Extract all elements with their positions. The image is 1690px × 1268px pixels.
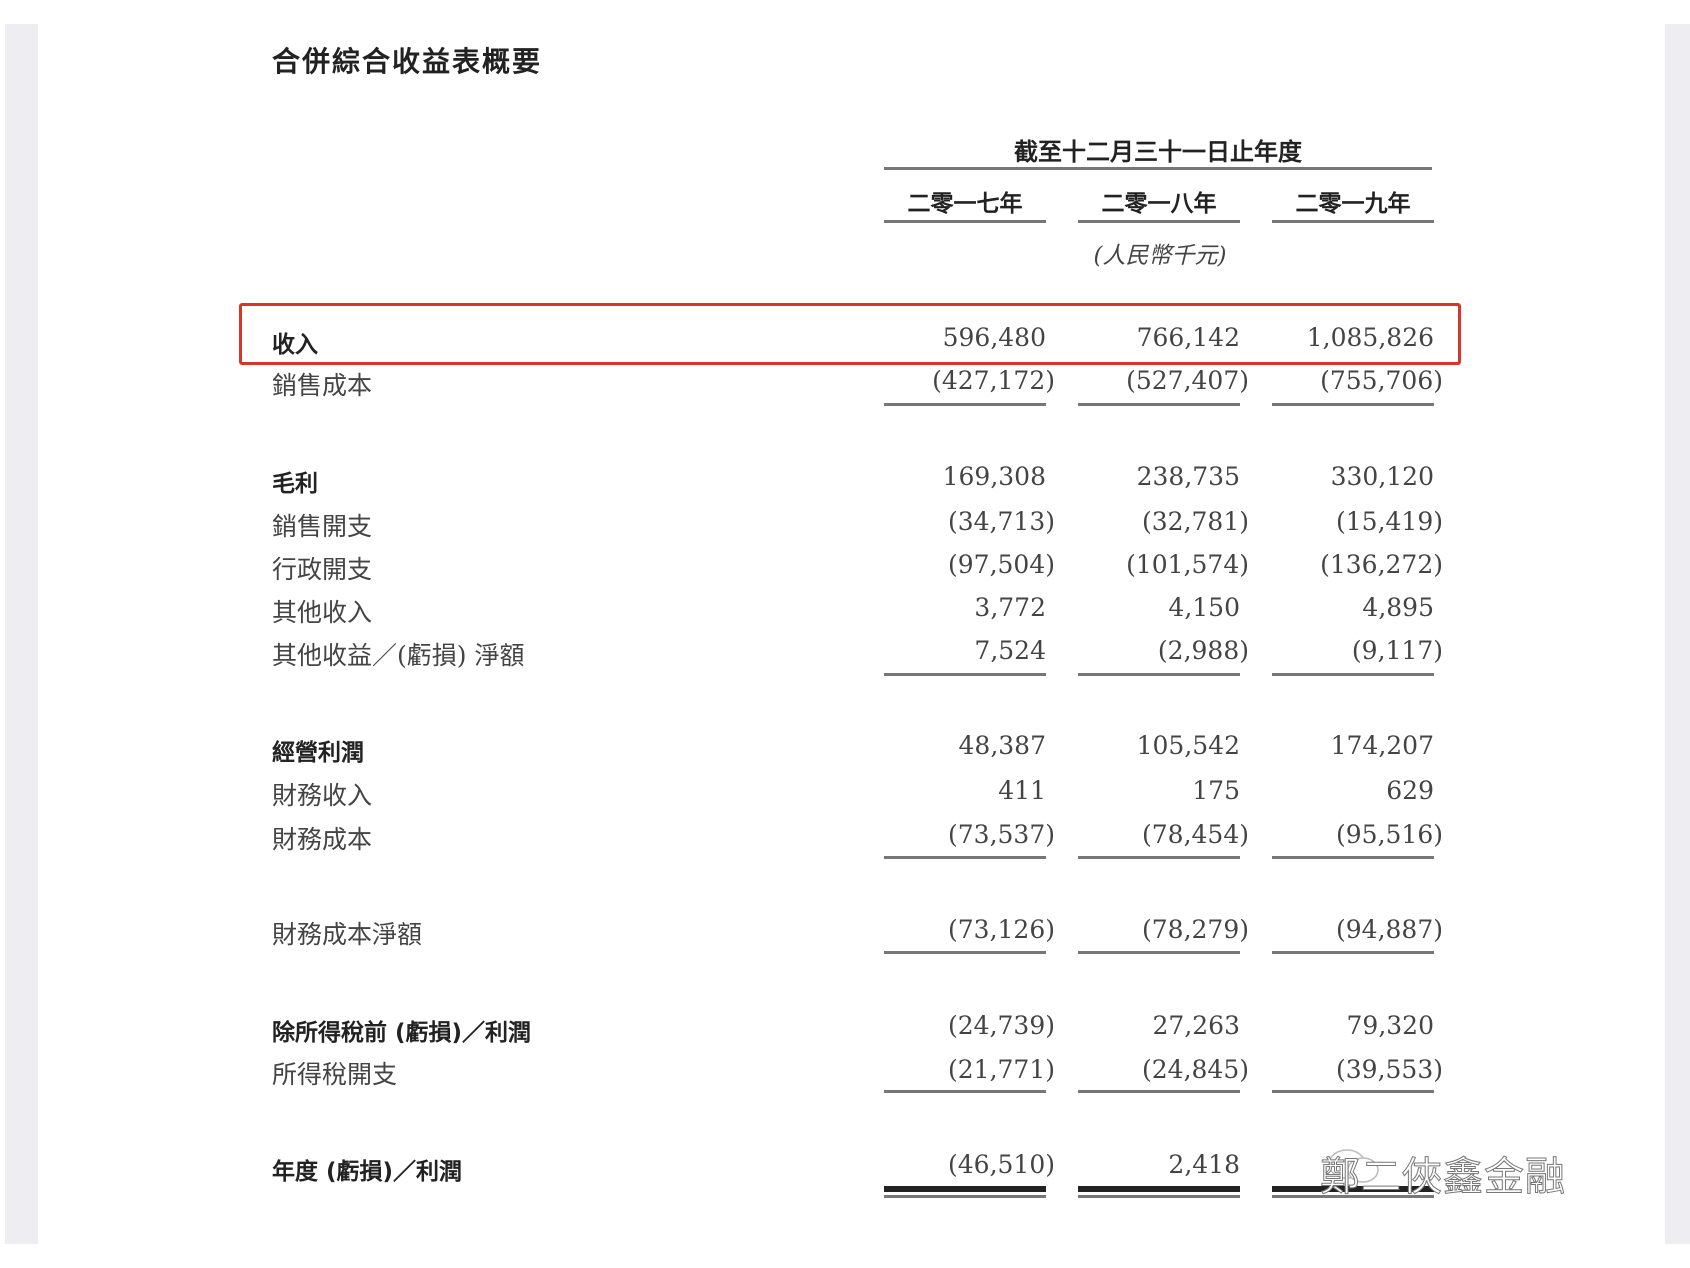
row-label: 銷售成本 bbox=[272, 371, 373, 400]
total-underline bbox=[1078, 856, 1240, 859]
total-underline bbox=[884, 403, 1046, 406]
total-underline bbox=[884, 673, 1046, 676]
row-value: 596,480 bbox=[942, 323, 1046, 352]
row-value: 4,150 bbox=[1168, 593, 1240, 622]
row-value: 238,735 bbox=[1136, 462, 1240, 491]
total-underline bbox=[884, 1195, 1046, 1198]
total-underline bbox=[884, 1186, 1046, 1192]
row-label: 經營利潤 bbox=[272, 740, 364, 766]
page-right-margin bbox=[1665, 24, 1690, 1244]
total-underline bbox=[1078, 403, 1240, 406]
total-underline bbox=[1078, 1090, 1240, 1093]
page-left-margin bbox=[5, 24, 38, 1244]
total-underline bbox=[1272, 951, 1434, 954]
total-underline bbox=[1078, 951, 1240, 954]
row-value: 174,207 bbox=[1330, 731, 1434, 760]
row-value: (32,781) bbox=[1142, 507, 1249, 536]
row-value: (73,537) bbox=[948, 820, 1055, 849]
row-value: (427,172) bbox=[932, 366, 1055, 395]
row-value: 3,772 bbox=[974, 593, 1046, 622]
period-header: 截至十二月三十一日止年度 bbox=[1014, 138, 1302, 166]
row-value: (21,771) bbox=[948, 1055, 1055, 1084]
row-value: 411 bbox=[998, 776, 1046, 805]
row-value: (78,279) bbox=[1142, 915, 1249, 944]
period-underline bbox=[884, 167, 1432, 170]
row-value: (97,504) bbox=[948, 550, 1055, 579]
row-label: 行政開支 bbox=[272, 555, 373, 584]
page-title: 合併綜合收益表概要 bbox=[272, 45, 543, 78]
year-header-2017: 二零一七年 bbox=[907, 191, 1023, 217]
row-value: (46,510) bbox=[948, 1150, 1055, 1179]
row-value: (24,845) bbox=[1142, 1055, 1249, 1084]
row-value: 169,308 bbox=[942, 462, 1046, 491]
wechat-logo-icon bbox=[1328, 1149, 1379, 1183]
row-value: (95,516) bbox=[1336, 820, 1443, 849]
row-label: 財務收入 bbox=[272, 781, 373, 810]
row-label: 其他收益／(虧損) 淨額 bbox=[272, 641, 525, 670]
row-value: 175 bbox=[1192, 776, 1240, 805]
total-underline bbox=[1078, 1195, 1240, 1198]
row-value: 766,142 bbox=[1136, 323, 1240, 352]
row-value: (2,988) bbox=[1157, 636, 1249, 665]
row-value: 2,418 bbox=[1168, 1150, 1240, 1179]
row-value: 48,387 bbox=[958, 731, 1046, 760]
row-value: 7,524 bbox=[974, 636, 1046, 665]
year-underline bbox=[884, 220, 1046, 223]
total-underline bbox=[1272, 1090, 1434, 1093]
highlight-box bbox=[239, 303, 1461, 365]
row-value: (9,117) bbox=[1351, 636, 1443, 665]
row-value: (73,126) bbox=[948, 915, 1055, 944]
total-underline bbox=[884, 856, 1046, 859]
row-label: 所得稅開支 bbox=[272, 1060, 398, 1089]
total-underline bbox=[884, 951, 1046, 954]
row-value: (527,407) bbox=[1126, 366, 1249, 395]
row-value: (101,574) bbox=[1126, 550, 1249, 579]
total-underline bbox=[1272, 673, 1434, 676]
row-value: 4,895 bbox=[1362, 593, 1434, 622]
total-underline bbox=[1078, 673, 1240, 676]
row-label: 毛利 bbox=[272, 471, 318, 497]
row-label: 財務成本淨額 bbox=[272, 920, 423, 949]
row-value: (34,713) bbox=[948, 507, 1055, 536]
row-value: 1,085,826 bbox=[1306, 323, 1434, 352]
row-label: 銷售開支 bbox=[272, 512, 373, 541]
year-underline bbox=[1078, 220, 1240, 223]
row-value: (136,272) bbox=[1320, 550, 1443, 579]
year-header-2018: 二零一八年 bbox=[1101, 191, 1217, 217]
row-value: (15,419) bbox=[1336, 507, 1443, 536]
row-label: 除所得稅前 (虧損)／利潤 bbox=[272, 1020, 532, 1046]
total-underline bbox=[1272, 403, 1434, 406]
watermark: 鄭二俠鑫金融 bbox=[1320, 1154, 1566, 1201]
year-underline bbox=[1272, 220, 1434, 223]
row-label: 年度 (虧損)／利潤 bbox=[272, 1159, 463, 1185]
row-value: 105,542 bbox=[1136, 731, 1240, 760]
row-value: (78,454) bbox=[1142, 820, 1249, 849]
year-header-2019: 二零一九年 bbox=[1295, 191, 1411, 217]
row-value: (24,739) bbox=[948, 1011, 1055, 1040]
total-underline bbox=[1078, 1186, 1240, 1192]
row-value: (39,553) bbox=[1336, 1055, 1443, 1084]
row-value: (94,887) bbox=[1336, 915, 1443, 944]
row-value: 629 bbox=[1386, 776, 1434, 805]
row-value: 330,120 bbox=[1330, 462, 1434, 491]
row-label: 其他收入 bbox=[272, 598, 373, 627]
total-underline bbox=[1272, 1186, 1434, 1192]
row-label: 收入 bbox=[272, 332, 318, 358]
row-label: 財務成本 bbox=[272, 825, 373, 854]
row-value: (755,706) bbox=[1320, 366, 1443, 395]
row-value: 79,320 bbox=[1346, 1011, 1434, 1040]
total-underline bbox=[884, 1090, 1046, 1093]
total-underline bbox=[1272, 856, 1434, 859]
unit-label: (人民幣千元) bbox=[1093, 243, 1227, 269]
total-underline bbox=[1272, 1195, 1434, 1198]
row-value: 27,263 bbox=[1152, 1011, 1240, 1040]
